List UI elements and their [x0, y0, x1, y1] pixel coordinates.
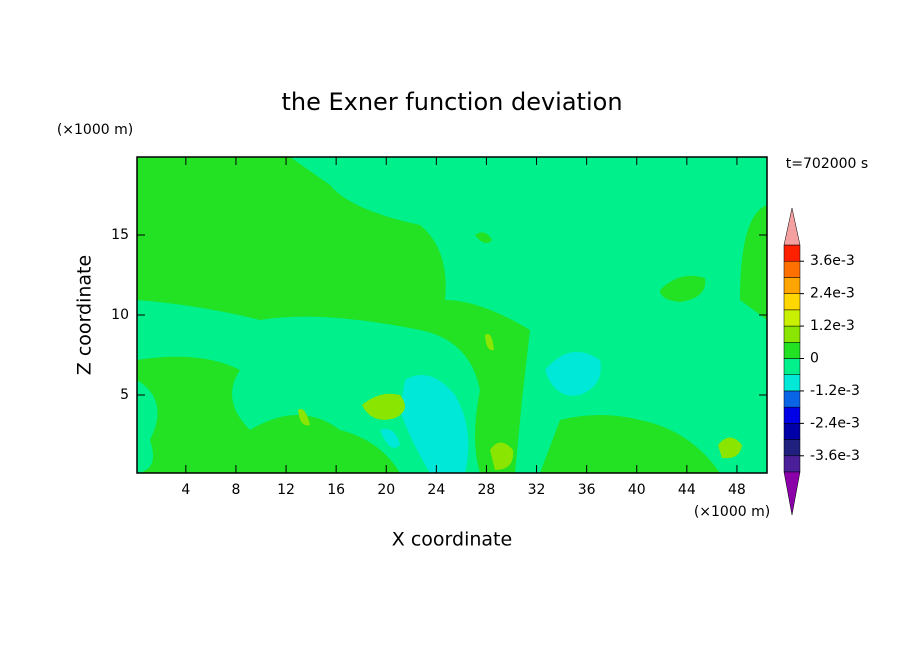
- chart-title: the Exner function deviation: [281, 88, 622, 116]
- colorbar-segment: [783, 260, 801, 278]
- x-tick-label: 8: [231, 482, 240, 498]
- colorbar-segment: [783, 325, 801, 343]
- y-unit: (×1000 m): [57, 122, 133, 138]
- colorbar-tick-label: -3.6e-3: [810, 448, 860, 464]
- time-label: t=702000 s: [786, 156, 868, 172]
- x-axis-label: X coordinate: [392, 529, 512, 551]
- contour-region: [718, 437, 742, 459]
- contour-region: [545, 352, 601, 396]
- colorbar-segment: [783, 277, 801, 294]
- colorbar-tick-label: 2.4e-3: [810, 286, 855, 302]
- y-tick-label: 5: [120, 387, 129, 403]
- colorbar-segment: [783, 309, 801, 327]
- colorbar-extend-high: [783, 207, 801, 246]
- x-tick-label: 12: [277, 482, 295, 498]
- colorbar-segment: [783, 293, 801, 311]
- colorbar-segment: [783, 390, 801, 408]
- contour-region: [298, 409, 310, 426]
- colorbar-tick-label: 1.2e-3: [810, 318, 855, 334]
- x-tick-label: 40: [628, 482, 646, 498]
- contour-region: [137, 380, 158, 473]
- colorbar-segment: [783, 244, 801, 262]
- y-tick-label: 10: [111, 307, 129, 323]
- x-tick-label: 16: [327, 482, 345, 498]
- y-axis-label: Z coordinate: [74, 255, 96, 375]
- colorbar-segment: [783, 342, 801, 359]
- x-tick-label: 44: [678, 482, 696, 498]
- colorbar-tick-label: -2.4e-3: [810, 415, 860, 431]
- contour-region: [660, 275, 706, 302]
- colorbar-tick-label: 0: [810, 351, 819, 367]
- contour-region: [362, 393, 405, 420]
- colorbar-segment: [783, 439, 801, 457]
- colorbar-tick-label: 3.6e-3: [810, 253, 855, 269]
- contour-region: [290, 157, 767, 473]
- colorbar-segment: [783, 406, 801, 424]
- colorbar-tick-label: -1.2e-3: [810, 383, 860, 399]
- colorbar-segment: [783, 455, 801, 473]
- colorbar-extend-low: [783, 471, 801, 516]
- colorbar-segment: [783, 374, 801, 392]
- contour-region: [490, 442, 514, 470]
- colorbar-segment: [783, 358, 801, 375]
- x-unit: (×1000 m): [694, 504, 770, 520]
- x-tick-label: 48: [728, 482, 746, 498]
- x-tick-label: 32: [528, 482, 546, 498]
- y-tick-label: 15: [111, 227, 129, 243]
- contour-region: [380, 429, 400, 448]
- contour-field: [137, 157, 767, 473]
- contour-region: [485, 334, 494, 351]
- x-tick-label: 20: [377, 482, 395, 498]
- colorbar-segment: [783, 423, 801, 440]
- x-tick-label: 4: [181, 482, 190, 498]
- contour-region: [400, 375, 469, 473]
- x-tick-label: 28: [478, 482, 496, 498]
- x-tick-label: 36: [578, 482, 596, 498]
- x-tick-label: 24: [427, 482, 445, 498]
- contour-region: [137, 300, 480, 473]
- contour-region: [475, 232, 492, 244]
